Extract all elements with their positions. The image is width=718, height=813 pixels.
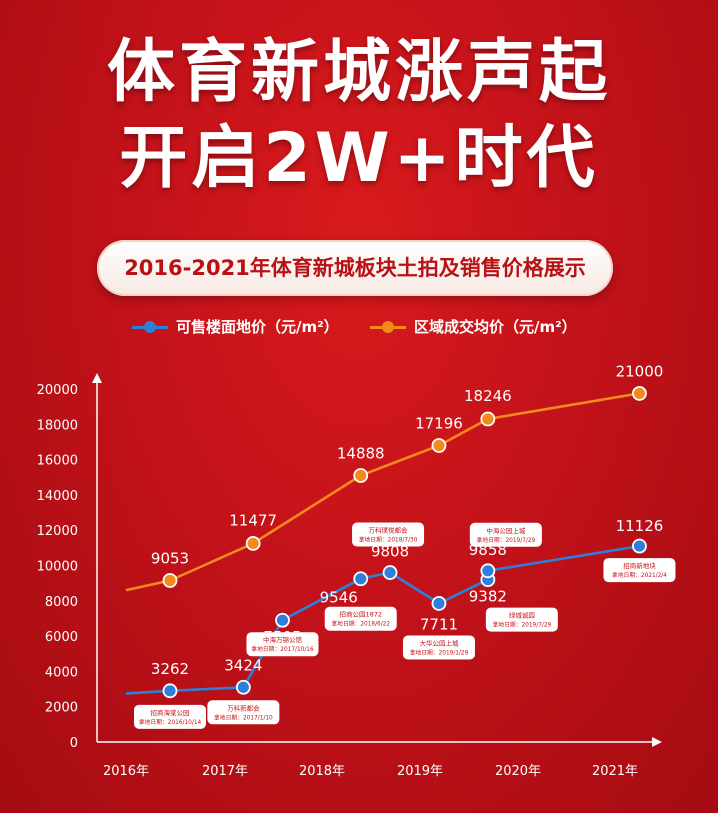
data-label: 3262 bbox=[151, 660, 189, 678]
callout-land-date: 拿地日期：2019/7/29 bbox=[493, 621, 552, 629]
callout-project-name: 中海公园上城 bbox=[486, 526, 526, 535]
data-label: 9808 bbox=[371, 543, 409, 561]
y-tick-label: 4000 bbox=[45, 665, 78, 680]
callout-project-name: 招商公园1872 bbox=[339, 610, 382, 619]
sales-price-line bbox=[125, 392, 640, 592]
y-tick-label: 6000 bbox=[45, 630, 78, 645]
land-price-point bbox=[235, 679, 251, 695]
y-tick-label: 12000 bbox=[37, 524, 78, 539]
y-tick-label: 8000 bbox=[45, 595, 78, 610]
callout-box bbox=[246, 632, 319, 657]
x-tick-label: 2019年 bbox=[397, 764, 443, 779]
y-tick-label: 2000 bbox=[45, 701, 78, 716]
x-tick-label: 2021年 bbox=[592, 764, 638, 779]
x-tick-label: 2016年 bbox=[103, 764, 149, 779]
data-label: 11477 bbox=[229, 511, 277, 529]
callout-land-date: 拿地日期：2016/10/14 bbox=[139, 718, 202, 726]
callout-box bbox=[207, 700, 280, 725]
y-tick-label: 0 bbox=[70, 736, 78, 751]
sales-price-point bbox=[245, 536, 261, 551]
y-tick-label: 14000 bbox=[37, 489, 78, 504]
x-tick-label: 2020年 bbox=[495, 764, 541, 779]
sales-price-point bbox=[353, 468, 369, 483]
callout-project-name: 招商新地块 bbox=[623, 561, 656, 570]
callout-land-date: 拿地日期：2018/6/22 bbox=[331, 620, 390, 628]
data-label: 3424 bbox=[224, 656, 262, 674]
callout-land-date: 拿地日期：2021/2/4 bbox=[612, 571, 667, 579]
callout-project-name: 招商海棠公园 bbox=[151, 708, 190, 717]
callout-project-name: 万科新都会 bbox=[227, 703, 260, 712]
sales-price-point bbox=[480, 411, 496, 427]
data-label: 17196 bbox=[415, 414, 463, 432]
callout-box bbox=[603, 558, 676, 583]
callout-box bbox=[324, 606, 397, 631]
callout-land-date: 拿地日期：2018/7/30 bbox=[359, 536, 418, 544]
legend-label-sales: 区域成交均价（元/m²） bbox=[414, 318, 577, 336]
headline-line-1: 体育新城涨声起 bbox=[106, 33, 611, 112]
data-label: 9053 bbox=[151, 550, 189, 568]
sales-price-point bbox=[632, 386, 647, 401]
land-price-point bbox=[382, 565, 398, 580]
y-tick-label: 16000 bbox=[37, 454, 78, 469]
callout-project-name: 中海万锦公馆 bbox=[263, 635, 303, 644]
x-tick-label: 2018年 bbox=[299, 764, 345, 779]
callout-box bbox=[402, 635, 475, 660]
land-price-point bbox=[275, 612, 290, 628]
callout-box bbox=[134, 704, 207, 729]
data-label: 9382 bbox=[469, 588, 507, 606]
y-tick-label: 18000 bbox=[37, 418, 78, 433]
legend-swatch-sales bbox=[370, 321, 406, 333]
callout-land-date: 拿地日期：2017/1/10 bbox=[214, 713, 273, 721]
callout-project-name: 万科璞悦都会 bbox=[369, 526, 409, 535]
data-label: 21000 bbox=[616, 362, 664, 380]
x-axis-arrow bbox=[652, 737, 662, 747]
y-axis-arrow bbox=[92, 373, 102, 383]
callout-project-name: 大华公园上城 bbox=[419, 638, 459, 647]
data-label: 11126 bbox=[616, 517, 664, 535]
callout-box bbox=[485, 607, 558, 632]
data-label: 7711 bbox=[420, 615, 458, 633]
sales-price-point bbox=[162, 573, 178, 588]
callout-land-date: 拿地日期：2019/7/29 bbox=[477, 536, 536, 544]
callout-box bbox=[469, 522, 542, 547]
chart-subtitle: 2016-2021年体育新城板块土拍及销售价格展示 bbox=[97, 240, 613, 296]
data-label: 9546 bbox=[320, 589, 358, 607]
callout-project-name: 绿城诚园 bbox=[509, 611, 535, 620]
land-price-point bbox=[632, 538, 647, 554]
land-price-point bbox=[162, 683, 178, 699]
land-price-point bbox=[353, 571, 369, 587]
data-label: 18246 bbox=[464, 387, 512, 405]
legend-swatch-land bbox=[132, 321, 168, 333]
data-label: 14888 bbox=[337, 444, 385, 462]
callout-land-date: 拿地日期：2017/10/16 bbox=[251, 645, 314, 653]
x-tick-label: 2017年 bbox=[202, 764, 248, 779]
callout-land-date: 拿地日期：2019/1/29 bbox=[410, 648, 469, 656]
headline-line-2: 开启2W+时代 bbox=[119, 119, 599, 198]
y-tick-label: 10000 bbox=[37, 560, 78, 575]
land-price-point bbox=[480, 563, 496, 579]
legend-label-land: 可售楼面地价（元/m²） bbox=[176, 318, 339, 336]
sales-price-point bbox=[431, 438, 447, 453]
y-tick-label: 20000 bbox=[37, 383, 78, 398]
callout-box bbox=[352, 522, 425, 547]
land-price-point bbox=[431, 596, 447, 611]
